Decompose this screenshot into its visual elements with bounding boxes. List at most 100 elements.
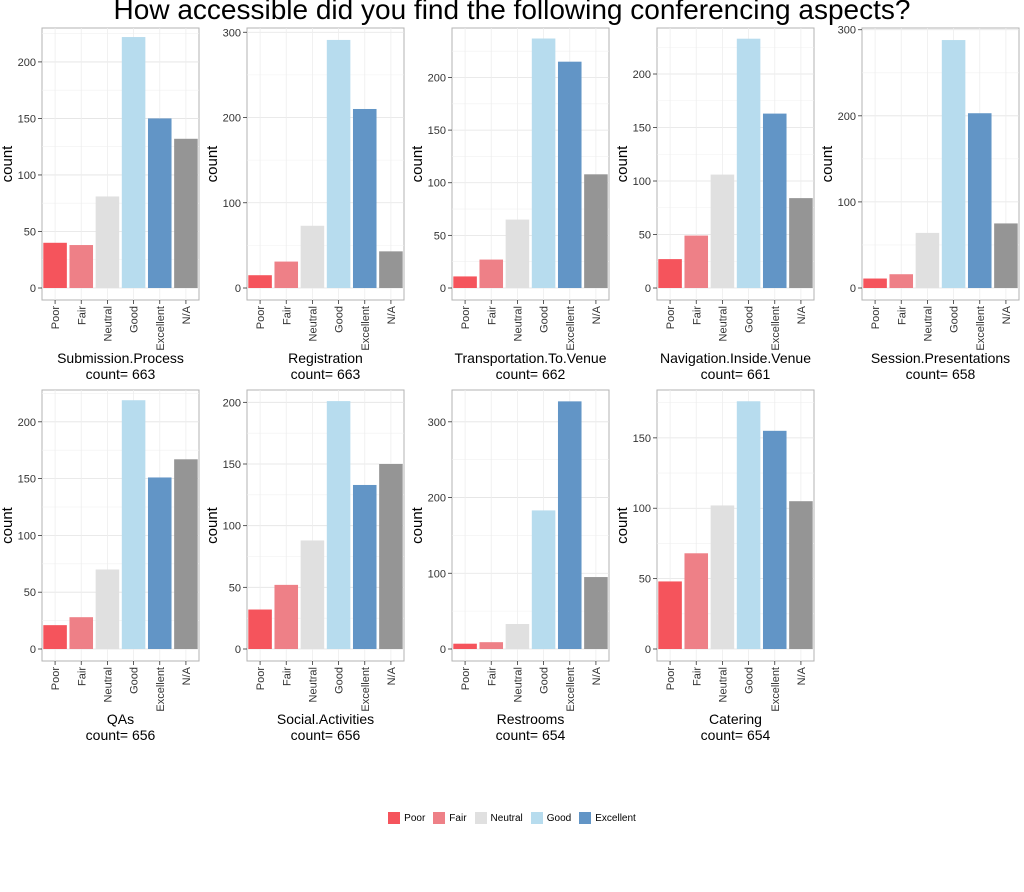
- legend-swatch-neutral: [474, 812, 487, 824]
- x-tick-label: Fair: [76, 306, 88, 325]
- legend-item: Poor: [388, 812, 425, 824]
- y-tick-label: 100: [223, 521, 241, 533]
- y-tick-label: 50: [639, 574, 651, 586]
- y-tick-label: 0: [440, 644, 446, 656]
- y-tick-label: 50: [24, 587, 36, 599]
- x-tick-label: N/A: [796, 305, 808, 324]
- y-tick-label: 100: [18, 170, 36, 182]
- y-tick-label: 0: [850, 283, 856, 295]
- bar-good: [326, 401, 351, 649]
- x-tick-label: Excellent: [975, 306, 987, 351]
- bar-fair: [69, 617, 94, 649]
- bar-neutral: [300, 225, 325, 288]
- y-tick-label: 200: [838, 111, 856, 123]
- y-tick-label: 300: [428, 417, 446, 429]
- x-tick-label: N/A: [181, 305, 193, 324]
- x-tick-label: Fair: [486, 667, 498, 686]
- x-tick-label: Poor: [665, 667, 677, 691]
- bar-fair: [479, 642, 504, 649]
- x-tick-label: N/A: [591, 666, 603, 685]
- bar-good: [941, 40, 966, 288]
- panel-title: Restrooms: [497, 711, 565, 727]
- x-tick-label: Poor: [870, 306, 882, 330]
- y-tick-label: 100: [428, 568, 446, 580]
- panel-count: count= 663: [86, 366, 156, 382]
- bar-neutral: [95, 196, 120, 288]
- y-axis-label: count: [819, 145, 836, 183]
- y-tick-label: 150: [428, 125, 446, 137]
- y-tick-label: 200: [428, 493, 446, 505]
- bar-good: [121, 37, 146, 288]
- panel-frame: [656, 389, 815, 662]
- y-tick-label: 0: [235, 644, 241, 656]
- bar-na: [379, 464, 403, 649]
- bar-poor: [658, 581, 682, 649]
- x-tick-label: Fair: [486, 306, 498, 325]
- panel-frame: [246, 27, 405, 301]
- bar-na: [789, 198, 813, 288]
- panel-title: Session.Presentations: [871, 350, 1010, 366]
- x-tick-label: N/A: [1001, 305, 1013, 324]
- panel-frame: [451, 389, 610, 662]
- x-tick-label: Fair: [691, 667, 703, 686]
- x-tick-label: Neutral: [717, 306, 729, 341]
- x-tick-label: N/A: [386, 305, 398, 324]
- legend-label: Good: [546, 812, 572, 824]
- y-tick-label: 0: [30, 283, 36, 295]
- x-tick-label: Poor: [50, 667, 62, 691]
- bar-excellent: [352, 108, 377, 288]
- x-tick-label: N/A: [796, 666, 808, 685]
- bar-na: [789, 501, 813, 649]
- y-tick-label: 200: [428, 72, 446, 84]
- y-tick-label: 150: [18, 113, 36, 125]
- y-tick-label: 50: [24, 226, 36, 238]
- x-tick-label: Neutral: [512, 306, 524, 341]
- y-tick-label: 0: [440, 283, 446, 295]
- bar-good: [531, 38, 556, 288]
- bar-fair: [889, 274, 914, 288]
- panel-frame: [861, 27, 1020, 301]
- x-tick-label: Excellent: [360, 306, 372, 351]
- y-tick-label: 0: [645, 644, 651, 656]
- y-tick-label: 300: [223, 27, 241, 39]
- bar-na: [174, 138, 198, 288]
- panel-count: count= 662: [496, 366, 566, 382]
- y-axis-label: count: [409, 145, 426, 183]
- bar-poor: [658, 259, 682, 288]
- x-tick-label: Poor: [255, 667, 267, 691]
- y-axis-label: count: [409, 506, 426, 544]
- x-tick-label: Poor: [665, 306, 677, 330]
- bar-poor: [43, 625, 67, 649]
- legend-label: Excellent: [595, 812, 636, 824]
- legend-swatch-poor: [388, 812, 401, 824]
- panel-count: count= 661: [701, 366, 771, 382]
- legend-swatch-excellent: [579, 812, 592, 824]
- bar-neutral: [300, 540, 325, 649]
- bar-fair: [274, 261, 299, 288]
- x-tick-label: Neutral: [512, 667, 524, 702]
- x-tick-label: N/A: [181, 666, 193, 685]
- bar-poor: [453, 276, 477, 288]
- x-tick-label: Neutral: [102, 667, 114, 702]
- bar-excellent: [762, 113, 787, 288]
- x-tick-label: Fair: [281, 306, 293, 325]
- legend-item: Excellent: [579, 812, 636, 824]
- legend-swatch-fair: [433, 812, 446, 824]
- x-tick-label: Excellent: [565, 306, 577, 351]
- x-tick-label: Poor: [460, 667, 472, 691]
- bar-excellent: [352, 484, 377, 649]
- panel-frame: [656, 27, 815, 301]
- x-tick-label: Good: [539, 667, 551, 694]
- x-tick-label: Fair: [281, 667, 293, 686]
- y-tick-label: 150: [18, 474, 36, 486]
- y-axis-label: count: [614, 506, 631, 544]
- bar-excellent: [762, 430, 787, 649]
- bar-excellent: [967, 113, 992, 289]
- x-tick-label: Excellent: [360, 667, 372, 712]
- y-axis-label: count: [0, 506, 16, 544]
- x-tick-label: Neutral: [717, 667, 729, 702]
- x-tick-label: Good: [334, 306, 346, 333]
- bar-fair: [684, 553, 709, 649]
- y-tick-label: 200: [18, 417, 36, 429]
